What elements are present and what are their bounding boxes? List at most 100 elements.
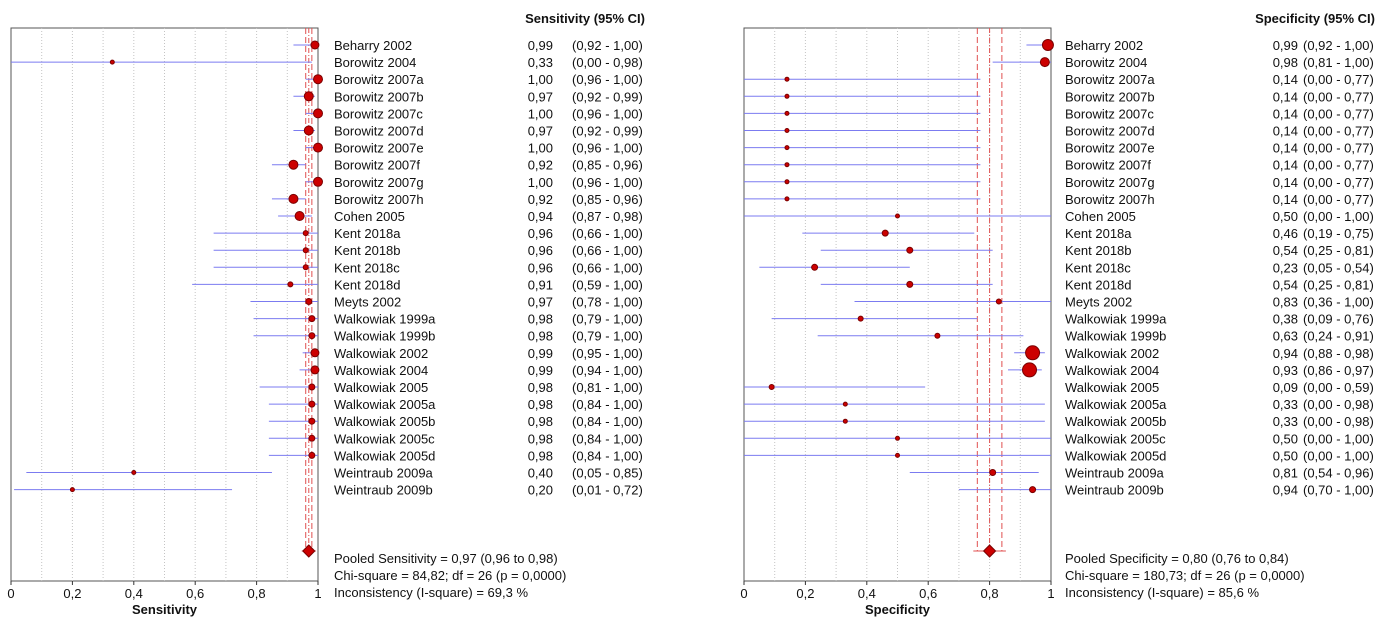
study-row: Weintraub 2009a 0,81 (0,54 - 0,96) [909,466,1374,481]
study-name: Walkowiak 2005c [1065,431,1166,446]
study-row: Borowitz 2007f 0,92 (0,85 - 0,96) [271,158,643,173]
study-value: 0,98 [528,312,553,327]
study-name: Meyts 2002 [1065,295,1132,310]
study-name: Meyts 2002 [334,295,401,310]
point-estimate [1025,345,1041,361]
point-estimate [302,247,309,254]
study-ci: (0,54 - 0,96) [1303,466,1374,481]
x-axis-title: Specificity [865,602,931,617]
point-estimate [308,315,316,323]
study-value: 0,63 [1273,329,1298,344]
study-ci: (0,85 - 0,96) [572,158,643,173]
x-axis-title: Sensitivity [132,602,198,617]
study-row: Borowitz 2007d 0,97 (0,92 - 0,99) [293,124,643,139]
study-name: Borowitz 2007d [1065,124,1155,139]
study-ci: (0,85 - 0,96) [572,192,643,207]
point-estimate [842,418,848,424]
study-row: Walkowiak 2005 0,98 (0,81 - 1,00) [259,380,643,395]
study-name: Kent 2018c [334,260,400,275]
point-estimate [308,400,316,408]
point-estimate [768,384,775,390]
study-value: 0,50 [1273,448,1298,463]
study-name: Weintraub 2009b [1065,483,1164,498]
summary-line: Chi-square = 84,82; df = 26 (p = 0,0000) [334,568,566,583]
study-row: Cohen 2005 0,50 (0,00 - 1,00) [744,209,1374,224]
study-name: Borowitz 2007a [334,72,424,87]
point-estimate [906,246,914,254]
study-ci: (0,70 - 1,00) [1303,483,1374,498]
study-ci: (0,84 - 1,00) [572,414,643,429]
study-value: 0,09 [1273,380,1298,395]
study-value: 0,94 [1273,483,1298,498]
study-name: Borowitz 2007c [334,106,423,121]
study-value: 0,83 [1273,295,1298,310]
study-row: Walkowiak 1999a 0,98 (0,79 - 1,00) [253,312,643,327]
study-ci: (0,92 - 0,99) [572,124,643,139]
study-name: Walkowiak 2005d [1065,448,1166,463]
study-name: Kent 2018b [1065,243,1132,258]
study-name: Borowitz 2007b [334,89,424,104]
study-name: Walkowiak 2005 [1065,380,1159,395]
study-ci: (0,94 - 1,00) [572,363,643,378]
forest-panel-spec: Specificity (95% CI) Beharry 2002 0,99 (0,9… [740,11,1375,617]
study-ci: (0,66 - 1,00) [572,226,643,241]
study-name: Walkowiak 1999b [334,329,435,344]
study-row: Borowitz 2007a 0,14 (0,00 - 0,77) [744,72,1374,87]
study-ci: (0,92 - 1,00) [572,38,643,53]
study-ci: (0,36 - 1,00) [1303,295,1374,310]
study-ci: (0,00 - 0,77) [1303,72,1374,87]
study-ci: (0,00 - 0,77) [1303,124,1374,139]
study-row: Weintraub 2009b 0,20 (0,01 - 0,72) [14,483,643,498]
x-tick-label: 0,8 [248,586,266,601]
study-name: Borowitz 2007f [1065,158,1151,173]
study-value: 0,40 [528,466,553,481]
study-name: Borowitz 2007e [334,141,424,156]
point-estimate [989,469,997,476]
study-name: Walkowiak 2004 [334,363,428,378]
point-estimate [934,332,941,339]
summary-line: Inconsistency (I-square) = 69,3 % [334,585,528,600]
study-row: Walkowiak 2005d 0,98 (0,84 - 1,00) [268,448,643,463]
study-ci: (0,00 - 1,00) [1303,209,1374,224]
study-ci: (0,66 - 1,00) [572,260,643,275]
summary-line: Inconsistency (I-square) = 85,6 % [1065,585,1259,600]
study-row: Borowitz 2007f 0,14 (0,00 - 0,77) [744,158,1374,173]
point-estimate [313,176,323,187]
study-name: Walkowiak 2005 [334,380,428,395]
point-estimate [287,281,294,288]
point-estimate [302,264,309,271]
study-value: 0,98 [528,414,553,429]
study-value: 0,99 [528,346,553,361]
point-estimate [784,76,790,82]
point-estimate [308,417,316,425]
study-row: Walkowiak 2005a 0,98 (0,84 - 1,00) [268,397,643,412]
study-ci: (0,00 - 0,98) [1303,397,1374,412]
study-value: 0,99 [528,363,553,378]
study-row: Walkowiak 2005b 0,33 (0,00 - 0,98) [744,414,1374,429]
point-estimate [842,401,848,407]
point-estimate [303,91,314,102]
point-estimate [69,487,75,493]
point-estimate [288,159,299,170]
study-ci: (0,01 - 0,72) [572,483,643,498]
study-row: Walkowiak 1999a 0,38 (0,09 - 0,76) [771,312,1374,327]
study-value: 1,00 [528,106,553,121]
study-row: Borowitz 2007c 1,00 (0,96 - 1,00) [305,106,643,121]
study-name: Borowitz 2007h [334,192,424,207]
study-row: Kent 2018d 0,54 (0,25 - 0,81) [820,277,1374,292]
study-name: Walkowiak 2005b [334,414,435,429]
study-value: 0,96 [528,260,553,275]
study-value: 0,20 [528,483,553,498]
study-ci: (0,00 - 0,98) [572,55,643,70]
study-row: Borowitz 2007a 1,00 (0,96 - 1,00) [305,72,643,87]
study-row: Walkowiak 2005b 0,98 (0,84 - 1,00) [268,414,643,429]
point-estimate [784,93,790,99]
study-value: 0,97 [528,295,553,310]
study-name: Weintraub 2009a [334,466,434,481]
study-value: 1,00 [528,141,553,156]
study-value: 0,14 [1273,192,1298,207]
study-value: 0,14 [1273,175,1298,190]
study-name: Kent 2018b [334,243,401,258]
x-tick-label: 0,8 [981,586,999,601]
